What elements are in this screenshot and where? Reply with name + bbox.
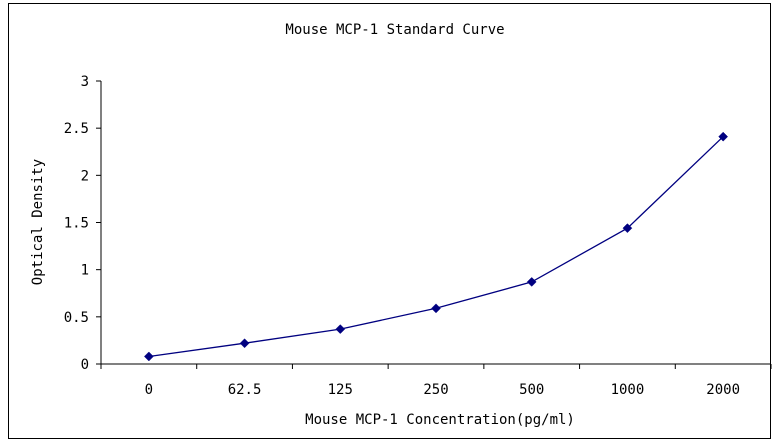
data-point-marker bbox=[335, 324, 346, 334]
y-tick-label: 2 bbox=[81, 168, 89, 184]
x-tick-label: 500 bbox=[519, 382, 544, 398]
chart-title: Mouse MCP-1 Standard Curve bbox=[285, 22, 504, 38]
data-point-marker bbox=[622, 223, 633, 234]
series-line bbox=[148, 136, 724, 358]
x-tick-label: 2000 bbox=[706, 382, 740, 398]
data-point-marker bbox=[718, 131, 728, 142]
series-group bbox=[144, 131, 728, 362]
y-axis: 0 0.5 1 1.5 2 2.5 3 bbox=[64, 74, 102, 373]
x-tick-label: 250 bbox=[423, 382, 448, 398]
y-tick-label: 1.5 bbox=[64, 216, 89, 232]
y-tick-label: 1 bbox=[81, 263, 89, 279]
x-axis-label: Mouse MCP-1 Concentration(pg/ml) bbox=[305, 412, 575, 428]
x-tick-label: 0 bbox=[145, 382, 153, 398]
data-point-marker bbox=[239, 338, 250, 349]
data-point-marker bbox=[526, 277, 537, 287]
y-tick-label: 3 bbox=[81, 74, 89, 90]
y-tick-label: 0 bbox=[81, 357, 89, 373]
data-point-marker bbox=[144, 351, 154, 362]
chart-frame bbox=[8, 3, 771, 439]
y-axis-label: Optical Density bbox=[30, 159, 46, 285]
x-tick-label: 62.5 bbox=[228, 382, 262, 398]
x-axis: 0 62.5 125 250 500 1000 2000 bbox=[100, 363, 772, 398]
y-tick-label: 2.5 bbox=[64, 121, 89, 137]
y-tick-label: 0.5 bbox=[64, 310, 89, 326]
x-tick-label: 1000 bbox=[611, 382, 645, 398]
x-tick-label: 125 bbox=[328, 382, 353, 398]
data-point-marker bbox=[431, 303, 441, 314]
